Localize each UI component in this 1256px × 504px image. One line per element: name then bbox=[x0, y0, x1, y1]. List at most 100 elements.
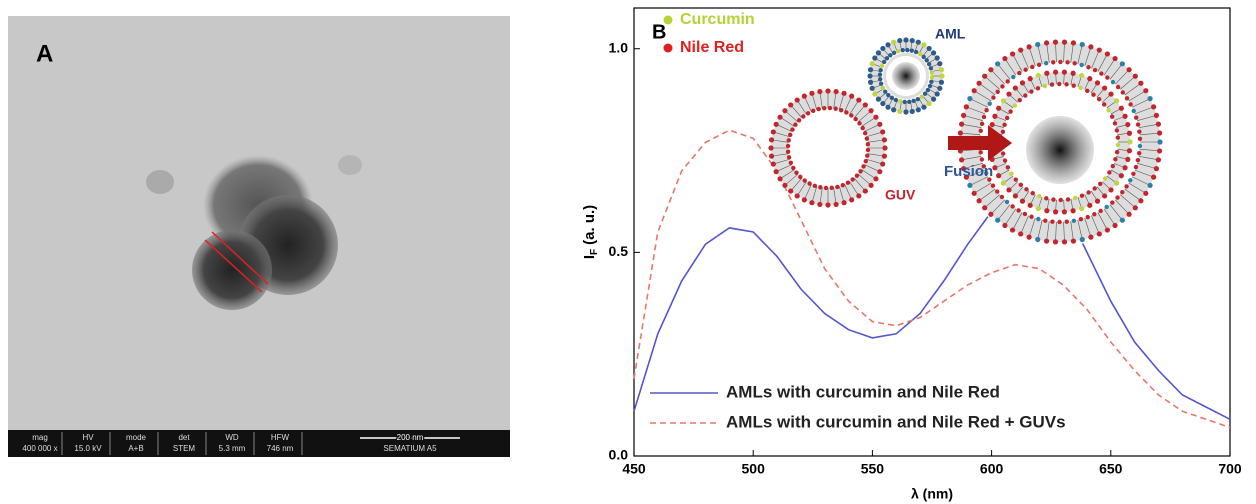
fused-inner-head bbox=[1006, 187, 1012, 193]
fused-outer-head bbox=[1143, 88, 1149, 94]
guv-tail bbox=[861, 116, 877, 127]
guv-head bbox=[862, 188, 868, 194]
guv-tail bbox=[790, 178, 803, 192]
fused-outer-tail bbox=[1091, 215, 1100, 235]
fused-outer-head bbox=[995, 217, 1001, 223]
fused-outer-tail bbox=[997, 204, 1011, 221]
fused-outer-head bbox=[987, 101, 992, 106]
guv-head bbox=[801, 197, 807, 203]
guv-tail bbox=[838, 186, 845, 203]
fused-inner-head bbox=[1108, 187, 1114, 193]
fused-outer-head bbox=[1000, 84, 1005, 89]
fused-outer-head bbox=[1132, 205, 1138, 211]
guv-tail bbox=[804, 96, 812, 112]
fused-outer-head bbox=[978, 128, 983, 134]
fused-inner-head bbox=[1070, 208, 1076, 214]
fused-outer-head bbox=[961, 112, 967, 118]
fused-outer-head bbox=[990, 183, 996, 188]
guv-head bbox=[833, 201, 839, 208]
fused-outer-head bbox=[994, 189, 1000, 194]
fused-outer-head bbox=[1143, 190, 1149, 196]
fused-inner-head bbox=[1027, 202, 1033, 208]
guv-head bbox=[793, 122, 798, 127]
fused-inner-head bbox=[1006, 91, 1012, 97]
fused-outer-head bbox=[1017, 70, 1022, 76]
aml-head bbox=[867, 67, 874, 73]
fused-outer-tail bbox=[1077, 44, 1083, 65]
aml-head bbox=[934, 91, 940, 97]
fused-inner-head bbox=[1118, 173, 1124, 179]
info-value: STEM bbox=[173, 444, 196, 453]
guv-head bbox=[794, 170, 799, 175]
fused-inner-head bbox=[1057, 81, 1062, 87]
fused-outer-head bbox=[963, 104, 969, 110]
guv-head bbox=[786, 155, 792, 160]
fused-outer-tail bbox=[1103, 58, 1116, 76]
fused-outer-head bbox=[1147, 96, 1153, 102]
y-axis-unit: (a. u.) bbox=[581, 205, 598, 245]
fused-inner-head bbox=[1012, 85, 1018, 91]
guv-tail bbox=[844, 96, 852, 112]
fused-inner-head bbox=[1126, 130, 1133, 136]
aml-head bbox=[917, 51, 923, 57]
series-line bbox=[633, 186, 1231, 421]
guv-head bbox=[812, 183, 818, 188]
fused-outer-head bbox=[1079, 41, 1085, 48]
guv-tail bbox=[867, 139, 885, 143]
particle bbox=[192, 230, 272, 310]
guv-head bbox=[802, 178, 807, 183]
aml-head bbox=[937, 61, 943, 67]
fused-outer-head bbox=[1110, 79, 1116, 85]
fused-outer-tail bbox=[1046, 221, 1050, 242]
aml-head bbox=[915, 96, 921, 102]
fused-outer-tail bbox=[1115, 69, 1130, 85]
fused-outer-head bbox=[1124, 96, 1130, 101]
aml-head bbox=[926, 45, 932, 52]
aml-head bbox=[891, 39, 897, 45]
fused-outer-head bbox=[1036, 216, 1041, 222]
aml-head bbox=[878, 68, 883, 73]
guv-head bbox=[881, 137, 888, 143]
guv-head bbox=[817, 201, 823, 208]
aml-head bbox=[919, 94, 924, 99]
guv-tail bbox=[776, 164, 792, 172]
guv-tail bbox=[849, 181, 860, 197]
fused-outer-head bbox=[988, 67, 994, 73]
fused-inner-head bbox=[1042, 83, 1048, 89]
fused-inner-head bbox=[996, 105, 1002, 111]
aml-head bbox=[896, 48, 901, 54]
fused-outer-head bbox=[1010, 204, 1015, 209]
fused-inner-head bbox=[1102, 85, 1108, 91]
aml-head bbox=[869, 61, 875, 67]
aml-head bbox=[903, 37, 909, 43]
fused-outer-head bbox=[1138, 198, 1144, 204]
fused-inner-head bbox=[1091, 92, 1096, 97]
fused-outer-head bbox=[984, 107, 989, 113]
fused-inner-head bbox=[1013, 177, 1018, 182]
fused-inner-head bbox=[1118, 105, 1124, 111]
fused-outer-head bbox=[1126, 211, 1132, 217]
guv-head bbox=[856, 193, 862, 199]
fusion-arrow bbox=[948, 125, 1012, 161]
fused-outer-tail bbox=[1134, 169, 1154, 178]
guv-head bbox=[805, 111, 811, 116]
fused-inner-head bbox=[1102, 193, 1108, 199]
fused-outer-head bbox=[1043, 61, 1049, 66]
fused-outer-tail bbox=[1028, 217, 1036, 238]
fused-outer-head bbox=[1057, 219, 1062, 225]
guv-head bbox=[833, 106, 838, 111]
fused-outer-tail bbox=[1055, 221, 1057, 242]
fused-outer-tail bbox=[1120, 194, 1136, 209]
fused-outer-tail bbox=[1120, 75, 1136, 90]
fused-outer-head bbox=[991, 95, 996, 100]
guv-head bbox=[858, 169, 863, 174]
guv-head bbox=[788, 160, 794, 165]
guv-head bbox=[863, 158, 868, 164]
fused-outer-head bbox=[1153, 112, 1159, 118]
aml-head bbox=[878, 77, 883, 82]
guv-label: GUV bbox=[885, 187, 916, 203]
guv-tail bbox=[804, 184, 812, 200]
fused-outer-head bbox=[1132, 73, 1138, 79]
curcumin-dot bbox=[663, 15, 673, 25]
aml-head bbox=[938, 79, 945, 85]
